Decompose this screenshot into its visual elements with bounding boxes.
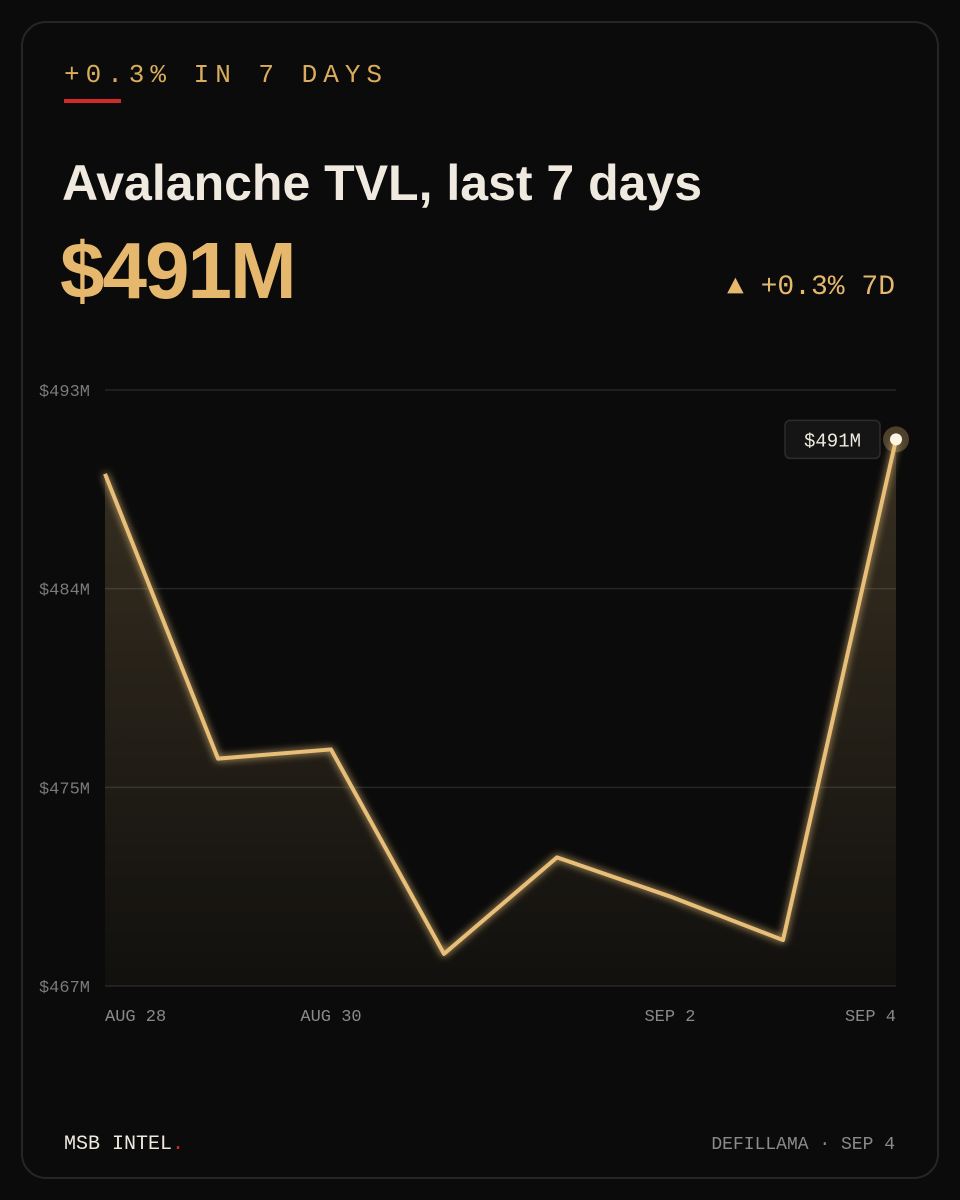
x-tick-label: SEP 4	[845, 1008, 896, 1027]
x-tick-label: AUG 30	[300, 1008, 361, 1027]
kicker-underline	[64, 99, 121, 103]
y-tick-label: $493M	[39, 383, 90, 402]
x-tick-label: AUG 28	[105, 1008, 166, 1027]
point	[890, 433, 902, 446]
brand-name: MSB INTEL	[64, 1133, 172, 1156]
source: DEFILLAMA · SEP 4	[711, 1135, 895, 1155]
brand-mark: .	[172, 1133, 184, 1156]
x-tick-label: SEP 2	[644, 1008, 695, 1027]
y-tick-label: $475M	[39, 780, 90, 799]
line	[103, 438, 898, 956]
kicker: +0.3% IN 7 DAYS	[64, 60, 388, 90]
value-label: $491M	[804, 430, 861, 452]
brand: MSB INTEL.	[64, 1133, 184, 1156]
area	[105, 439, 896, 986]
change-badge: ▲ +0.3% 7D	[727, 272, 895, 303]
y-tick-label: $484M	[39, 582, 90, 601]
label-box	[784, 419, 881, 460]
plot: $467M $475M $484M $493M AUG 28 AUG 30 SEP 2 SEP…	[39, 383, 909, 1027]
chart-title: Avalanche TVL, last 7 days	[62, 155, 702, 211]
y-tick-label: $467M	[39, 979, 90, 998]
headline-value: $491M	[60, 226, 295, 315]
